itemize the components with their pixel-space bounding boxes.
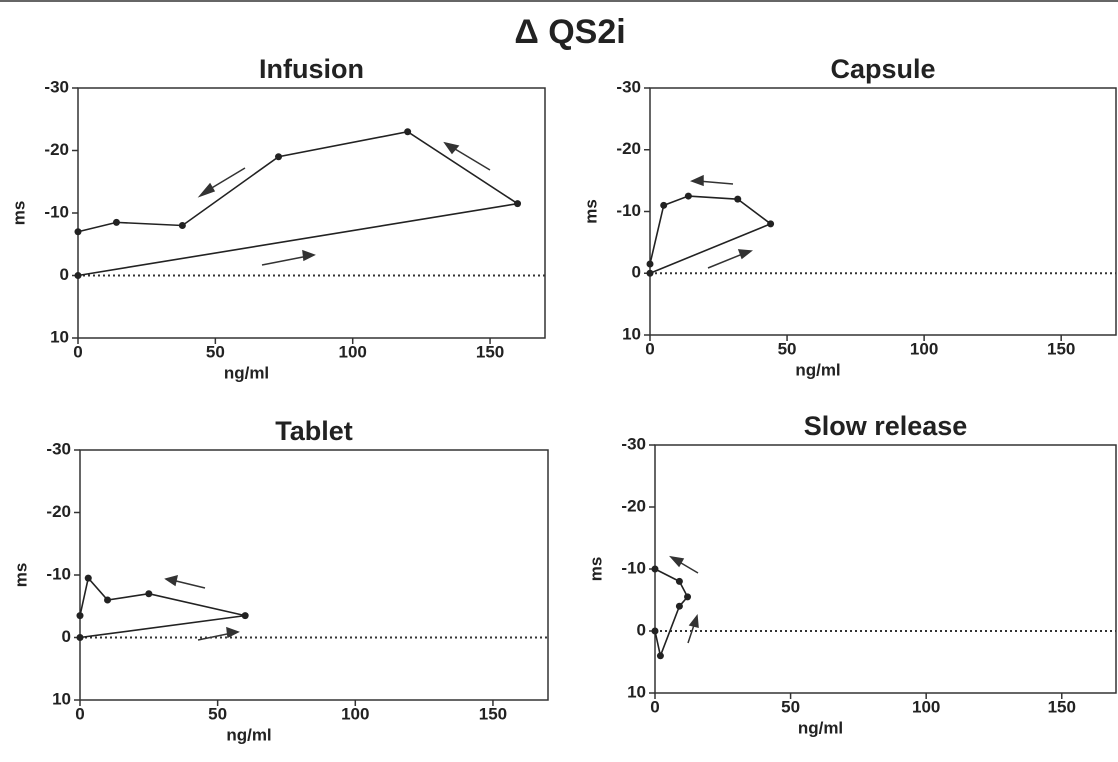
x-tick-label: 150 [476, 342, 504, 361]
y-tick-label: 0 [62, 627, 71, 646]
data-point [84, 574, 92, 582]
y-tick-label: -20 [621, 496, 646, 515]
data-point [675, 577, 683, 585]
x-axis-label: ng/ml [226, 725, 271, 744]
data-line [79, 576, 246, 639]
x-tick-label: 150 [1047, 339, 1075, 358]
plot-frame [77, 87, 546, 339]
plot-frame [649, 87, 1117, 336]
y-tick-label: 10 [627, 682, 646, 701]
x-tick-label: 100 [912, 697, 940, 716]
data-point [178, 222, 186, 229]
x-axis-label: ng/ml [798, 718, 843, 737]
x-tick-label: 50 [778, 339, 797, 358]
x-tick-label: 0 [645, 339, 654, 358]
data-point [660, 201, 668, 209]
data-point [241, 612, 249, 620]
figure-title: Δ QS2i [514, 13, 625, 51]
x-tick-label: 100 [339, 342, 367, 361]
y-tick-label: -20 [44, 140, 69, 159]
data-point [145, 590, 153, 598]
data-point [684, 593, 692, 601]
data-point [651, 627, 659, 635]
data-point [112, 218, 120, 226]
x-tick-label: 0 [650, 697, 659, 716]
y-tick-label: 0 [60, 265, 69, 284]
x-axis-label: ng/ml [795, 360, 840, 379]
data-line [654, 568, 689, 659]
y-axis-label: ms [581, 199, 600, 224]
panel-title: Tablet [275, 416, 353, 446]
data-point [404, 128, 412, 136]
data-point [656, 652, 664, 660]
data-point [514, 200, 522, 208]
y-axis-label: ms [586, 557, 605, 582]
y-tick-label: 0 [637, 620, 646, 639]
data-point [646, 260, 654, 268]
data-point [76, 612, 84, 620]
y-tick-label: -10 [44, 202, 69, 221]
plot-frame [654, 444, 1117, 694]
plot-frame [79, 449, 549, 701]
x-tick-label: 50 [208, 704, 227, 723]
data-point [104, 596, 112, 604]
x-tick-label: 50 [206, 342, 225, 361]
y-tick-label: 10 [50, 327, 69, 346]
panel-title: Slow release [804, 411, 968, 441]
x-tick-label: 0 [75, 704, 84, 723]
x-tick-label: 0 [73, 342, 82, 361]
y-axis-label: ms [9, 201, 28, 226]
y-tick-label: 10 [52, 689, 71, 708]
y-tick-label: -30 [616, 77, 641, 96]
data-point [651, 565, 659, 573]
y-tick-label: -20 [616, 139, 641, 158]
y-tick-label: -30 [621, 434, 646, 453]
panel-title: Infusion [259, 54, 364, 84]
arrows [164, 141, 753, 644]
x-axis-label: ng/ml [224, 363, 269, 382]
data-point [275, 153, 283, 161]
data-point [734, 195, 742, 203]
data-point [74, 272, 82, 279]
data-point [675, 602, 683, 610]
data-point [646, 269, 654, 277]
data-line [649, 195, 773, 274]
data-point [74, 228, 82, 236]
data-point [767, 220, 775, 228]
y-tick-label: -10 [46, 564, 71, 583]
y-tick-label: -10 [616, 201, 641, 220]
y-tick-label: 10 [622, 324, 641, 343]
y-tick-label: -10 [621, 558, 646, 577]
y-tick-label: 0 [632, 263, 641, 282]
panel-title: Capsule [830, 54, 935, 84]
y-tick-label: -30 [44, 77, 69, 96]
x-tick-label: 100 [341, 704, 369, 723]
data-point [684, 192, 692, 200]
x-tick-label: 50 [781, 697, 800, 716]
x-tick-label: 150 [479, 704, 507, 723]
x-tick-label: 150 [1048, 697, 1076, 716]
data-point [76, 634, 84, 641]
y-axis-label: ms [11, 563, 30, 588]
y-tick-label: -20 [46, 502, 71, 521]
y-tick-label: -30 [46, 439, 71, 458]
x-tick-label: 100 [910, 339, 938, 358]
